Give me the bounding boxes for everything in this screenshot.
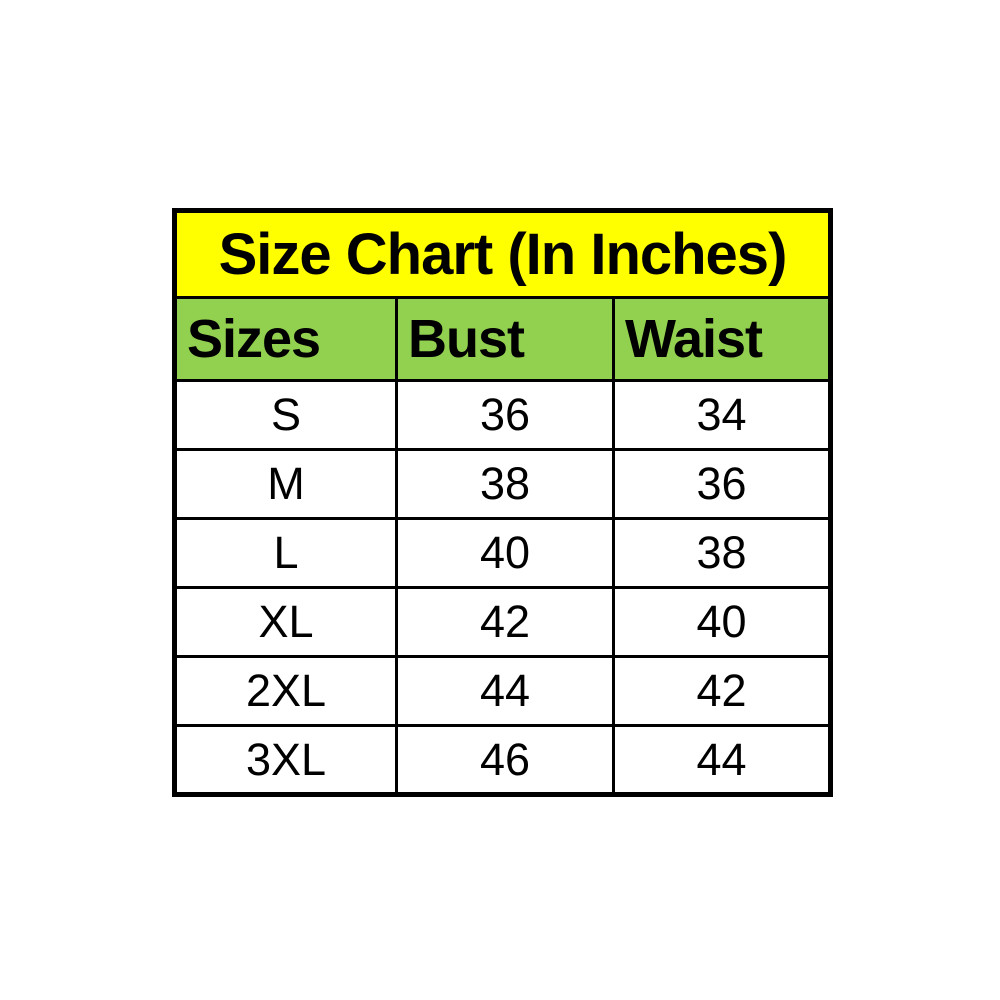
header-row: Sizes Bust Waist (173, 296, 833, 382)
waist-cell: 36 (611, 448, 833, 520)
table-row: M 38 36 (173, 448, 833, 520)
size-cell: 3XL (173, 724, 398, 796)
size-cell: M (173, 448, 398, 520)
bust-cell: 38 (395, 448, 615, 520)
table-row: XL 42 40 (173, 586, 833, 658)
table-row: 3XL 46 44 (173, 724, 833, 796)
bust-cell: 44 (395, 655, 615, 727)
size-cell: 2XL (173, 655, 398, 727)
bust-cell: 46 (395, 724, 615, 796)
waist-cell: 34 (611, 379, 833, 451)
waist-cell: 38 (611, 517, 833, 589)
waist-cell: 44 (611, 724, 833, 796)
column-header-sizes: Sizes (173, 296, 398, 382)
size-cell: L (173, 517, 398, 589)
title-row: Size Chart (In Inches) (172, 209, 833, 299)
table-row: L 40 38 (173, 517, 833, 589)
bust-cell: 40 (395, 517, 615, 589)
waist-cell: 42 (611, 655, 833, 727)
bust-cell: 36 (395, 379, 615, 451)
table-row: S 36 34 (173, 379, 833, 451)
bust-cell: 42 (395, 586, 615, 658)
size-chart-table: Size Chart (In Inches) Sizes Bust Waist … (172, 208, 834, 797)
waist-cell: 40 (611, 586, 833, 658)
size-cell: XL (173, 586, 398, 658)
table-row: 2XL 44 42 (173, 655, 833, 727)
table-title: Size Chart (In Inches) (172, 209, 833, 299)
column-header-waist: Waist (611, 296, 833, 382)
column-header-bust: Bust (395, 296, 615, 382)
size-cell: S (173, 379, 398, 451)
size-chart-image: Size Chart (In Inches) Sizes Bust Waist … (172, 208, 834, 797)
